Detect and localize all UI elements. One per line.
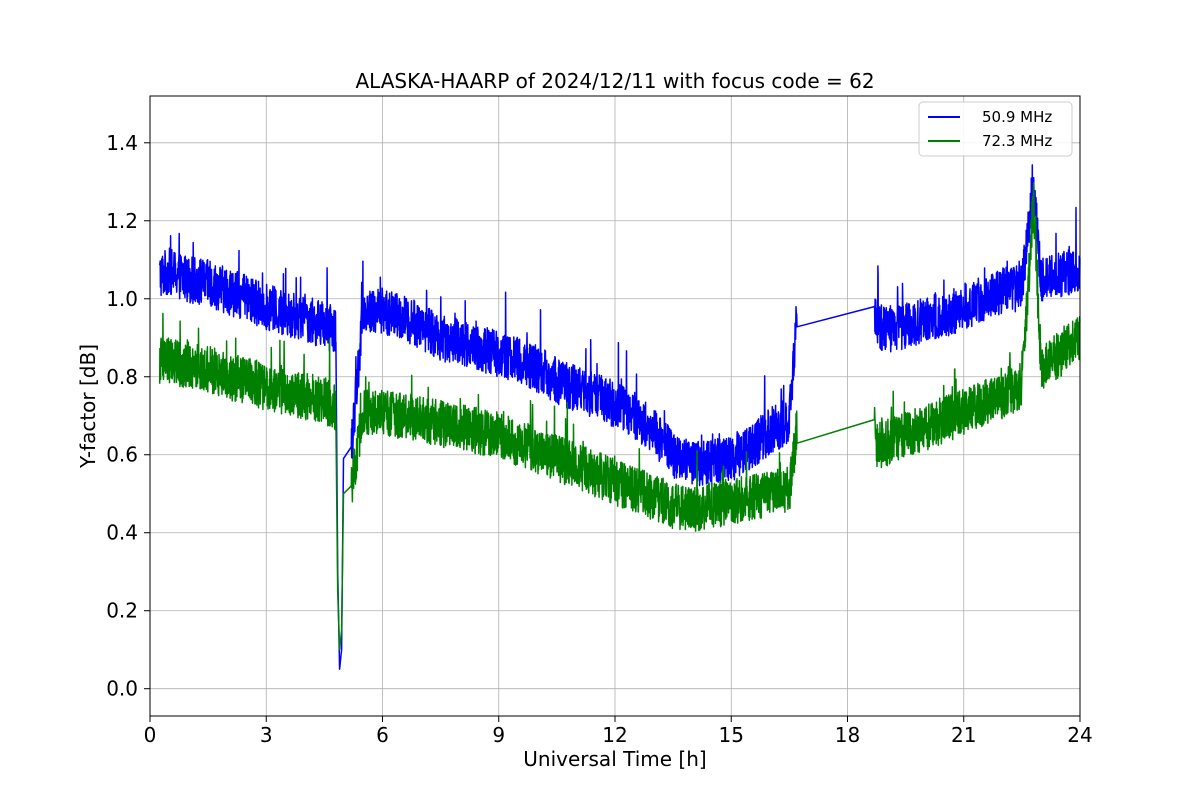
- x-tick-label: 21: [951, 723, 976, 747]
- series-line-72-3-mhz: [158, 182, 1081, 651]
- legend: 50.9 MHz 72.3 MHz: [918, 101, 1073, 157]
- y-tick-label: 0.8: [106, 365, 138, 389]
- y-axis-label: Y-factor [dB]: [76, 344, 100, 469]
- legend-label-50-9: 50.9 MHz: [982, 108, 1052, 126]
- y-tick-label: 0.6: [106, 443, 138, 467]
- y-tick-label: 1.0: [106, 287, 138, 311]
- y-tick-label: 1.4: [106, 131, 138, 155]
- x-tick-label: 12: [602, 723, 627, 747]
- x-tick-label: 0: [144, 723, 157, 747]
- x-tick-label: 3: [260, 723, 273, 747]
- y-tick-label: 0.0: [106, 677, 138, 701]
- x-tick-label: 6: [376, 723, 389, 747]
- legend-label-72-3: 72.3 MHz: [982, 132, 1052, 150]
- x-tick-label: 9: [492, 723, 505, 747]
- x-tick-label: 18: [835, 723, 860, 747]
- legend-box: [918, 101, 1073, 157]
- x-tick-label: 15: [719, 723, 744, 747]
- y-tick-label: 1.2: [106, 209, 138, 233]
- x-tick-label: 24: [1067, 723, 1092, 747]
- y-tick-label: 0.2: [106, 599, 138, 623]
- series-line-50-9-mhz: [158, 164, 1081, 670]
- plot-area: [158, 164, 1081, 670]
- y-tick-label: 0.4: [106, 521, 138, 545]
- x-axis-label: Universal Time [h]: [523, 747, 706, 771]
- axis-ticks: 0 3 6 9 12 15 18 21 24 0.0 0.2 0.4 0.6 0.8 1.0 1.2 1.4: [106, 131, 1093, 747]
- chart-title: ALASKA-HAARP of 2024/12/11 with focus co…: [355, 69, 874, 93]
